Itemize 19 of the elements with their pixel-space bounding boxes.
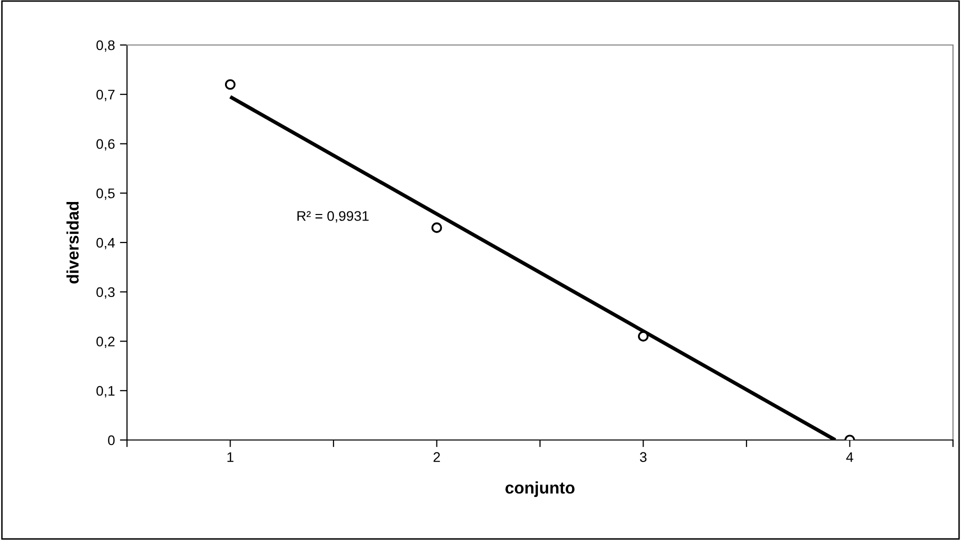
point — [224, 79, 236, 90]
x-axis-title: conjunto — [505, 481, 575, 497]
y-tick-label: 0,4 — [96, 238, 115, 250]
y-tick-label: 0,5 — [96, 188, 115, 200]
y-tick-label: 0,6 — [96, 139, 115, 151]
y-tick-label: 0,1 — [96, 386, 115, 398]
x-tick-label: 1 — [227, 452, 234, 462]
x-tick-label: 4 — [846, 452, 854, 462]
y-tick-label: 0 — [108, 435, 115, 446]
y-tick-label: 0,2 — [96, 336, 114, 348]
point — [638, 331, 649, 342]
x-tick-label: 3 — [640, 452, 646, 462]
y-tick-label: 0,7 — [96, 90, 114, 102]
y-tick-label: 0,8 — [96, 40, 115, 52]
x-tick-label: 2 — [434, 452, 440, 462]
annotation: R² = 0,9931 — [297, 211, 369, 223]
point — [431, 222, 442, 233]
y-axis-title: diversidad — [66, 202, 79, 284]
y-tick-label: 0,3 — [96, 287, 115, 299]
